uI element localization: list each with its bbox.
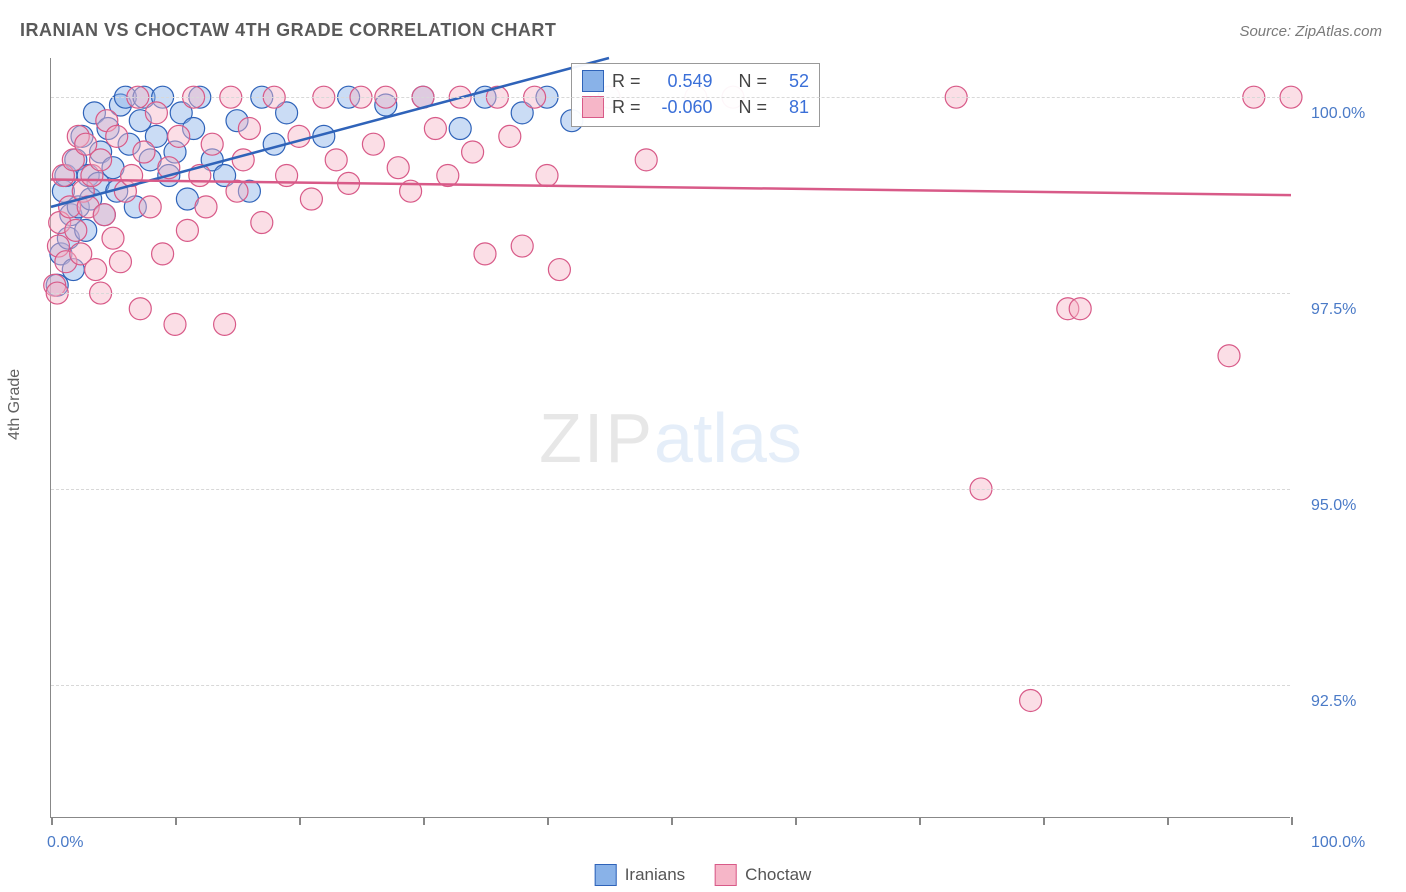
x-tick	[1291, 817, 1293, 825]
x-tick	[299, 817, 301, 825]
data-point	[133, 141, 155, 163]
data-point	[424, 118, 446, 140]
x-tick	[423, 817, 425, 825]
gridline	[51, 685, 1290, 686]
data-point	[201, 133, 223, 155]
gridline	[51, 97, 1290, 98]
gridline	[51, 489, 1290, 490]
legend-label: Choctaw	[745, 865, 811, 885]
x-tick	[547, 817, 549, 825]
data-point	[238, 118, 260, 140]
data-point	[226, 180, 248, 202]
data-point	[164, 313, 186, 335]
data-point	[462, 141, 484, 163]
stat-n-value: 52	[775, 68, 809, 94]
data-point	[93, 204, 115, 226]
chart-svg	[51, 58, 1290, 817]
data-point	[1020, 689, 1042, 711]
data-point	[536, 165, 558, 187]
data-point	[1218, 345, 1240, 367]
data-point	[145, 102, 167, 124]
data-point	[325, 149, 347, 171]
source-attribution: Source: ZipAtlas.com	[1239, 23, 1382, 40]
data-point	[548, 259, 570, 281]
data-point	[232, 149, 254, 171]
legend-item: Choctaw	[715, 864, 811, 886]
x-min-label: 0.0%	[47, 834, 83, 852]
data-point	[300, 188, 322, 210]
stats-box: R =0.549 N =52R =-0.060 N =81	[571, 63, 820, 127]
data-point	[387, 157, 409, 179]
data-point	[499, 125, 521, 147]
legend-item: Iranians	[595, 864, 685, 886]
data-point	[109, 251, 131, 273]
x-tick	[1043, 817, 1045, 825]
data-point	[635, 149, 657, 171]
stats-row: R = 0.549 N = 52	[582, 68, 809, 94]
data-point	[362, 133, 384, 155]
x-tick	[671, 817, 673, 825]
y-tick-label: 100.0%	[1311, 105, 1406, 123]
data-point	[129, 298, 151, 320]
data-point	[106, 125, 128, 147]
data-point	[65, 219, 87, 241]
y-tick-label: 97.5%	[1311, 301, 1406, 319]
legend-swatch	[715, 864, 737, 886]
data-point	[474, 243, 496, 265]
data-point	[449, 118, 471, 140]
legend-swatch	[595, 864, 617, 886]
data-point	[168, 125, 190, 147]
data-point	[152, 243, 174, 265]
x-tick	[175, 817, 177, 825]
data-point	[251, 212, 273, 234]
legend-label: Iranians	[625, 865, 685, 885]
x-tick	[1167, 817, 1169, 825]
gridline	[51, 293, 1290, 294]
legend: Iranians Choctaw	[595, 864, 812, 886]
stat-r-value: 0.549	[649, 68, 713, 94]
data-point	[176, 219, 198, 241]
y-axis-label: 4th Grade	[6, 369, 24, 440]
x-tick	[795, 817, 797, 825]
data-point	[214, 313, 236, 335]
data-point	[511, 235, 533, 257]
x-tick	[919, 817, 921, 825]
data-point	[85, 259, 107, 281]
plot-area: ZIPatlas R =0.549 N =52R =-0.060 N =81 9…	[50, 58, 1290, 818]
y-tick-label: 92.5%	[1311, 693, 1406, 711]
series-swatch	[582, 70, 604, 92]
stat-n-label: N =	[739, 68, 768, 94]
data-point	[1069, 298, 1091, 320]
data-point	[90, 149, 112, 171]
series-swatch	[582, 96, 604, 118]
stat-r-label: R =	[612, 68, 641, 94]
data-point	[102, 227, 124, 249]
data-point	[139, 196, 161, 218]
data-point	[195, 196, 217, 218]
chart-title: IRANIAN VS CHOCTAW 4TH GRADE CORRELATION…	[20, 20, 556, 41]
x-max-label: 100.0%	[1311, 834, 1365, 852]
y-tick-label: 95.0%	[1311, 497, 1406, 515]
x-tick	[51, 817, 53, 825]
